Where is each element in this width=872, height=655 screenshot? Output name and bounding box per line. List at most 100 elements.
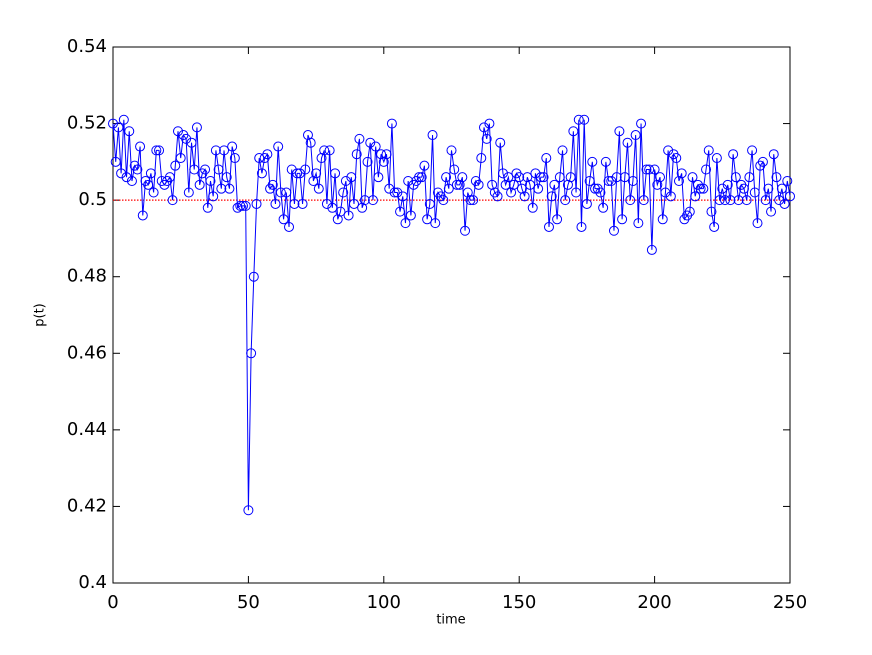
data-point: [340, 176, 351, 186]
data-point: [124, 126, 135, 137]
data-point: [657, 214, 668, 225]
data-point: [219, 145, 230, 156]
data-point: [733, 195, 744, 206]
data-point: [332, 214, 343, 225]
data-point: [302, 130, 313, 141]
data-point: [552, 214, 563, 225]
data-point: [305, 137, 316, 148]
data-point: [327, 202, 338, 213]
data-point: [760, 195, 771, 206]
data-point: [766, 206, 777, 217]
data-point: [627, 176, 638, 186]
data-point: [684, 206, 695, 217]
data-point: [606, 176, 617, 186]
data-point: [126, 176, 137, 186]
data-point: [638, 195, 649, 206]
data-point: [584, 176, 595, 186]
data-point: [649, 164, 660, 175]
y-tick-label: 0.5: [78, 189, 107, 210]
data-point: [422, 214, 433, 225]
data-point: [538, 172, 549, 183]
data-point: [229, 153, 240, 164]
data-point: [267, 179, 278, 190]
data-point: [462, 187, 473, 198]
data-point: [338, 187, 349, 198]
data-point: [460, 225, 471, 236]
data-point: [405, 210, 416, 221]
data-point: [522, 172, 533, 183]
data-point: [562, 179, 573, 190]
data-point: [362, 156, 373, 167]
data-point: [430, 218, 441, 229]
data-point: [216, 183, 227, 194]
x-axis-label: time: [436, 613, 465, 628]
data-point: [541, 153, 552, 164]
data-point: [714, 195, 725, 206]
data-point: [614, 126, 625, 137]
data-point: [500, 179, 511, 190]
data-point: [665, 191, 676, 202]
data-point: [576, 221, 587, 232]
data-point: [687, 172, 698, 183]
data-point: [530, 168, 541, 179]
data-point: [771, 172, 782, 183]
data-point: [573, 114, 584, 125]
data-point: [516, 183, 527, 194]
data-point: [335, 206, 346, 217]
data-point: [148, 187, 159, 198]
data-point: [543, 221, 554, 232]
data-point: [671, 153, 682, 164]
data-point: [706, 206, 717, 217]
x-tick-label: 50: [237, 592, 260, 613]
data-point: [354, 133, 365, 144]
data-point: [611, 172, 622, 183]
data-point: [367, 195, 378, 206]
data-point: [289, 198, 300, 209]
data-point: [137, 210, 148, 221]
data-point: [625, 195, 636, 206]
data-point: [175, 153, 186, 164]
data-point: [443, 183, 454, 194]
data-point: [641, 164, 652, 175]
data-point: [248, 271, 259, 282]
data-point: [324, 145, 335, 156]
data-point: [121, 172, 132, 183]
data-point: [118, 114, 129, 125]
data-point: [311, 168, 322, 179]
data-point: [554, 172, 565, 183]
x-tick-label: 150: [502, 592, 536, 613]
data-point: [392, 187, 403, 198]
data-point: [454, 179, 465, 190]
data-point: [167, 195, 178, 206]
data-point: [273, 141, 284, 152]
data-point: [449, 164, 460, 175]
data-point: [503, 172, 514, 183]
data-point: [202, 202, 213, 213]
data-point: [172, 126, 183, 137]
data-point: [419, 160, 430, 171]
data-point: [319, 145, 330, 156]
data-point: [644, 164, 655, 175]
data-point: [186, 137, 197, 148]
data-point: [557, 145, 568, 156]
data-point: [227, 141, 238, 152]
data-point: [508, 179, 519, 190]
data-point: [308, 176, 319, 186]
data-point: [752, 218, 763, 229]
data-point: [768, 149, 779, 160]
data-point: [351, 149, 362, 160]
data-point: [213, 164, 224, 175]
data-point: [110, 156, 121, 167]
data-point: [725, 195, 736, 206]
data-point: [622, 137, 633, 148]
data-point: [690, 191, 701, 202]
data-point: [294, 168, 305, 179]
data-point: [275, 187, 286, 198]
data-point: [113, 122, 124, 133]
x-tick-label: 200: [637, 592, 671, 613]
data-point: [256, 168, 267, 179]
data-point: [476, 153, 487, 164]
data-point: [389, 187, 400, 198]
data-point: [386, 118, 397, 129]
data-point: [200, 164, 211, 175]
